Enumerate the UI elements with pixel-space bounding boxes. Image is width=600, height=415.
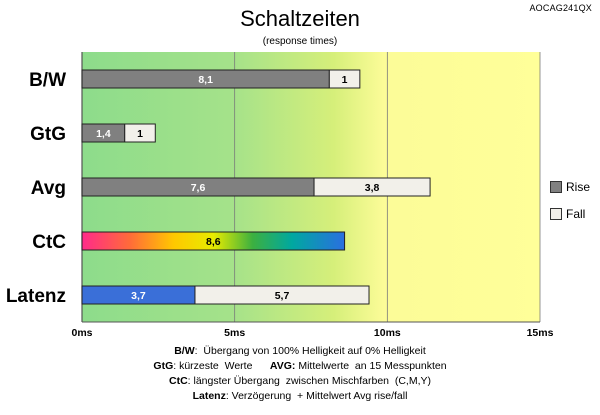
footnote-term: GtG: [153, 360, 174, 372]
x-tick-label: 0ms: [71, 327, 92, 339]
footnote-term: AVG:: [269, 360, 296, 372]
category-label: CtC: [32, 232, 66, 253]
footnote-text: : längster Übergang zwischen Mischfarben…: [187, 375, 432, 387]
footnote-term: Latenz: [192, 390, 226, 402]
bar-fall: [124, 123, 156, 143]
legend-label-rise: Rise: [566, 180, 591, 194]
footnote-line: B/W: Übergang von 100% Helligkeit auf 0%…: [0, 344, 600, 359]
chart-title: Schaltzeiten: [240, 6, 360, 31]
legend-swatch-rise: [550, 181, 562, 193]
legend-swatch-fall: [550, 208, 562, 220]
x-tick-label: 10ms: [374, 327, 401, 339]
data-label-rise: 8,1: [198, 74, 213, 86]
legend-item-rise: Rise: [550, 180, 590, 194]
data-label-fall: 3,8: [365, 182, 380, 194]
category-label: Latenz: [6, 286, 66, 307]
data-label-rise: 3,7: [131, 290, 146, 302]
data-label-fall: 1: [342, 74, 348, 86]
bar-fall: [313, 177, 431, 197]
footnote-text: : Übergang von 100% Helligkeit auf 0% He…: [194, 345, 426, 357]
data-label-fall: 1: [137, 128, 143, 140]
legend-item-fall: Fall: [550, 207, 585, 221]
data-label-rise: 8,6: [206, 236, 221, 248]
bar-fall: [328, 69, 361, 89]
footnote-term: CtC: [168, 375, 188, 387]
footnote-text: Mittelwerte an 15 Messpunkten: [295, 360, 447, 372]
x-tick-label: 15ms: [527, 327, 554, 339]
footnote-term: B/W: [174, 345, 195, 357]
model-label: AOCAG241QX: [529, 3, 592, 13]
footnote-text: : kürzeste Werte: [173, 360, 270, 372]
chart-canvas: 0ms 5ms 10ms 15ms B/W 8,1 1 GtG 1,4 1 Avg 7,6 3,8 CtC…: [6, 52, 554, 339]
footnote-line: GtG: kürzeste Werte AVG: Mittelwerte an …: [0, 359, 600, 374]
bar-rise: [81, 231, 346, 251]
footnote-line: Latenz: Verzögerung + Mittelwert Avg ris…: [0, 389, 600, 404]
footnote-text: : Verzögerung + Mittelwert Avg rise/fall: [225, 390, 408, 402]
category-label: B/W: [29, 70, 66, 91]
footnotes: B/W: Übergang von 100% Helligkeit auf 0%…: [0, 344, 600, 404]
data-label-rise: 1,4: [96, 128, 111, 140]
data-label-fall: 5,7: [275, 290, 290, 302]
chart-subtitle: (response times): [262, 36, 338, 47]
category-label: Avg: [31, 178, 66, 199]
data-label-rise: 7,6: [191, 182, 206, 194]
footnote-line: CtC: längster Übergang zwischen Mischfar…: [0, 374, 600, 389]
bar-fall: [194, 285, 370, 305]
category-label: GtG: [30, 124, 66, 145]
legend-label-fall: Fall: [566, 207, 586, 221]
x-tick-label: 5ms: [224, 327, 245, 339]
